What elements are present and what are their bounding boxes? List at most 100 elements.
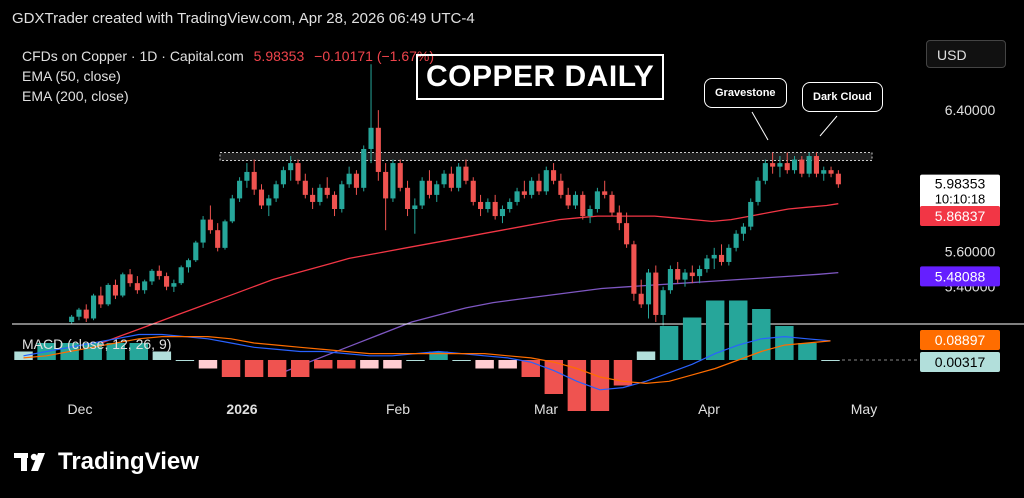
gravestone-callout: Gravestone — [704, 78, 787, 108]
candle-body — [784, 163, 790, 171]
macd-histogram-bar — [267, 360, 287, 377]
chart-legend: CFDs on Copper · 1D · Capital.com 5.9835… — [22, 46, 434, 106]
resistance-zone — [219, 152, 873, 162]
candle-body — [748, 201, 754, 227]
price-tick: 6.40000 — [945, 102, 996, 118]
candle-body — [171, 283, 177, 287]
candle-body — [529, 180, 535, 195]
signal-line — [23, 336, 831, 385]
candle-body — [302, 180, 308, 195]
candle-body — [215, 230, 221, 248]
macd-histogram-bar — [198, 360, 218, 369]
macd-histogram-bar — [452, 360, 471, 361]
candle-body — [478, 201, 484, 210]
candle-body — [660, 290, 666, 315]
candle-body — [485, 201, 491, 210]
ema50-price-label: 5.86837 — [935, 208, 986, 224]
candle-body — [543, 170, 549, 192]
ema200-legend[interactable]: EMA (200, close) — [22, 88, 129, 104]
candle-body — [229, 198, 235, 222]
candle-body — [310, 194, 316, 202]
dark-cloud-pointer — [819, 115, 838, 137]
candle-body — [492, 201, 498, 217]
candle-body — [112, 284, 119, 296]
candle-body — [697, 269, 703, 277]
macd-histogram-bar — [775, 326, 794, 360]
candle-body — [653, 272, 659, 315]
macd-histogram-bar — [705, 300, 725, 360]
candle-body — [740, 226, 746, 234]
macd-label[interactable]: MACD (close, 12, 26, 9) — [22, 336, 172, 352]
candle-body — [770, 163, 776, 167]
candle-body — [441, 173, 447, 185]
candle-body — [105, 284, 111, 305]
candle-body — [726, 247, 732, 262]
candle-body — [645, 272, 652, 305]
candle-body — [193, 242, 199, 261]
tradingview-footer[interactable]: TradingView — [14, 448, 199, 476]
candle-body — [689, 272, 695, 277]
candle-body — [536, 180, 542, 192]
chart-panel[interactable]: 6.40000 5.60000 5.40000 5.98353 10:10:18 5.86… — [12, 36, 1024, 424]
candle-body — [222, 221, 228, 248]
macd-histogram-bar — [590, 360, 610, 411]
macd-histogram-bar — [682, 317, 702, 360]
candle-body — [200, 219, 206, 243]
gravestone-pointer — [751, 111, 769, 141]
candle-body — [507, 201, 513, 210]
candle-body — [587, 209, 593, 217]
candle-body — [339, 184, 345, 210]
last-price-tag — [920, 174, 1000, 209]
macd-histogram-bar — [752, 309, 771, 360]
candle-body — [514, 191, 520, 202]
candle-body — [397, 163, 403, 188]
countdown-label: 10:10:18 — [935, 192, 986, 207]
candle-body — [164, 276, 170, 287]
candle-body — [91, 295, 97, 319]
candle-body — [178, 267, 184, 284]
candle-body — [353, 173, 359, 188]
candle-body — [806, 156, 812, 174]
candle-body — [521, 191, 527, 195]
ema50-price-tag — [920, 205, 1000, 226]
ema50-legend[interactable]: EMA (50, close) — [22, 68, 121, 84]
candle-body — [419, 180, 425, 206]
candle-body — [273, 184, 279, 199]
candle-body — [733, 233, 739, 248]
candle-body — [675, 269, 681, 280]
candle-body — [346, 173, 352, 185]
candle-body — [624, 223, 630, 245]
candle-body — [682, 272, 688, 280]
candle-body — [755, 180, 761, 202]
macd-histogram-bar — [544, 360, 564, 394]
ema50-line — [100, 203, 839, 344]
currency-button[interactable]: USD — [926, 40, 1006, 68]
x-axis-label: Mar — [534, 401, 558, 417]
x-axis-label: Apr — [698, 401, 720, 417]
macd-value-tag — [920, 330, 1000, 350]
candle-body — [295, 163, 301, 181]
macd-histogram-bar — [406, 360, 425, 361]
candle-body — [361, 148, 367, 188]
x-axis-label: Dec — [68, 401, 93, 417]
candle-body — [572, 194, 579, 206]
candle-body — [69, 316, 75, 322]
last-price-label: 5.98353 — [935, 176, 986, 192]
candle-body — [83, 309, 89, 319]
price-chart[interactable]: 6.400005.600005.400005.9835310:10:185.86… — [12, 36, 1024, 424]
candle-body — [711, 254, 717, 259]
candle-body — [149, 270, 155, 282]
macd-histogram-bar — [129, 343, 149, 360]
x-axis-label: May — [851, 401, 877, 417]
candle-body — [76, 309, 82, 317]
candle-body — [762, 163, 768, 181]
macd-histogram-bar — [314, 360, 333, 369]
candle-body — [799, 159, 805, 174]
candle-body — [383, 171, 389, 199]
macd-histogram-bar — [821, 360, 840, 361]
macd-histogram-bar — [83, 343, 102, 360]
candle-body — [390, 163, 396, 199]
symbol-label[interactable]: CFDs on Copper · 1D · Capital.com — [22, 48, 244, 64]
candle-body — [499, 209, 506, 217]
candle-body — [251, 171, 257, 190]
